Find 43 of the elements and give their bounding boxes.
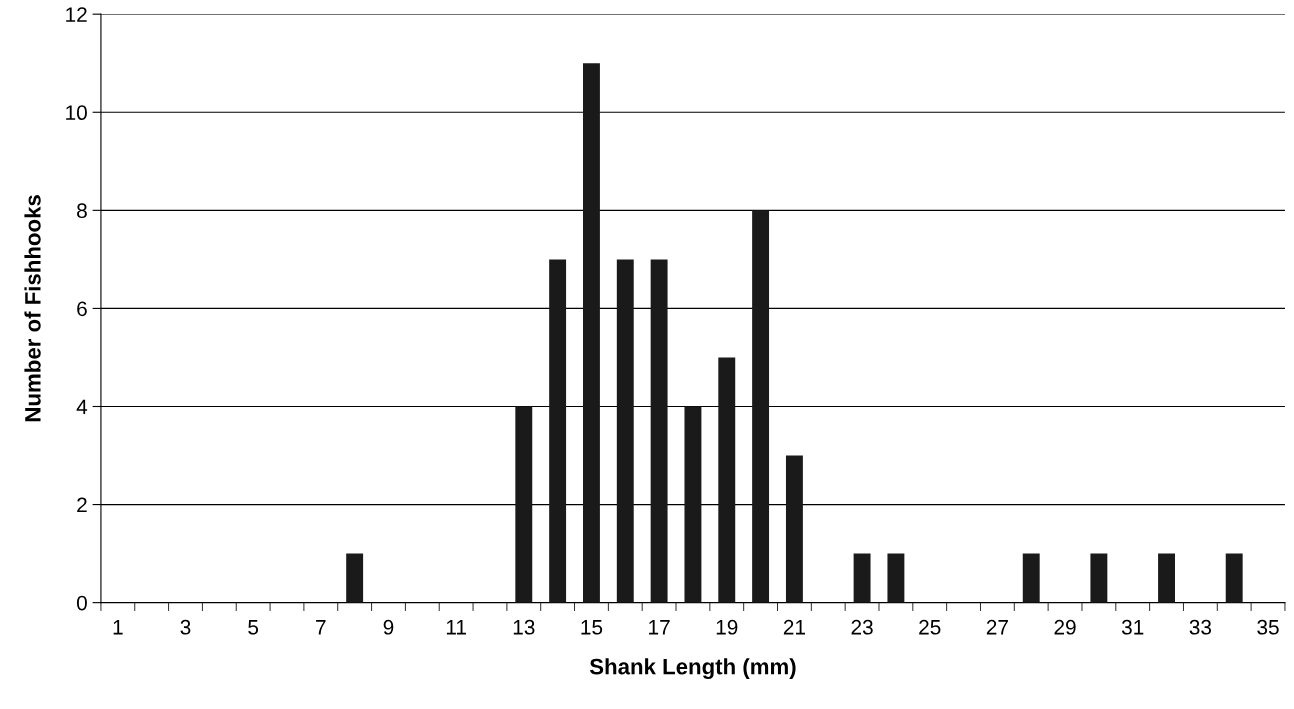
x-tick-label: 35 [1257,619,1279,635]
y-tick-label: 12 [66,7,87,22]
y-axis-title: Number of Fishhooks [24,195,41,422]
bar [785,455,803,603]
x-tick-label: 13 [513,619,535,635]
x-tick-label: 21 [783,619,805,635]
x-tick-label: 5 [248,620,259,635]
x-tick-label: 7 [316,620,326,635]
x-axis-title: Shank Length (mm) [589,658,796,679]
bar [887,553,905,603]
x-tick-label: 19 [716,619,738,635]
x-tick-label: 11 [446,620,466,635]
bar [752,210,770,603]
x-tick-label: 33 [1189,619,1212,635]
bar [684,406,702,603]
x-tick-label: 31 [1121,619,1144,635]
x-tick-label: 1 [113,620,123,635]
bar [549,259,567,603]
bar [582,63,600,603]
bar [515,406,533,603]
x-tick-label: 23 [851,619,873,635]
x-tick-label: 9 [383,619,394,635]
y-tick-label: 8 [77,203,87,219]
y-tick-label: 0 [76,595,87,611]
x-tick-label: 27 [986,619,1008,635]
bar [1225,553,1243,603]
x-tick-label: 15 [581,620,603,635]
y-tick-label: 10 [66,105,87,121]
bar [1090,553,1108,603]
x-tick-label: 17 [649,620,670,635]
bar [346,553,364,603]
bar [650,259,668,603]
x-tick-label: 25 [919,619,941,635]
x-tick-label: 3 [180,619,191,635]
y-tick-label: 4 [76,399,88,415]
y-tick-label: 2 [77,497,87,513]
bar [718,357,736,603]
y-tick-label: 6 [77,301,87,317]
x-tick-label: 29 [1054,619,1076,635]
bar [853,553,871,603]
bar [1158,553,1175,603]
bar [616,259,634,603]
bar [1022,553,1040,603]
